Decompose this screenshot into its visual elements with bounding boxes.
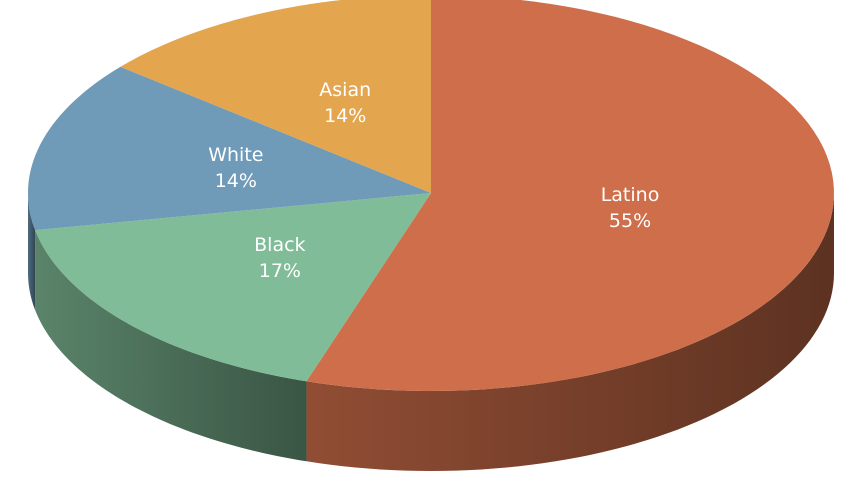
category-label: Black bbox=[254, 234, 305, 256]
pie-side bbox=[306, 193, 834, 471]
value-label: 17% bbox=[259, 260, 301, 282]
pie-slice bbox=[35, 193, 431, 382]
value-label: 14% bbox=[324, 105, 366, 127]
pie-slice bbox=[28, 66, 432, 231]
category-label: Asian bbox=[319, 79, 371, 101]
category-label: White bbox=[208, 144, 263, 166]
pie-side bbox=[28, 193, 36, 311]
value-label: 55% bbox=[609, 210, 651, 232]
pie-slice bbox=[306, 0, 834, 391]
category-label: Latino bbox=[601, 184, 660, 206]
pie-slice bbox=[120, 0, 431, 193]
value-label: 14% bbox=[215, 170, 257, 192]
pie-side bbox=[35, 230, 307, 462]
